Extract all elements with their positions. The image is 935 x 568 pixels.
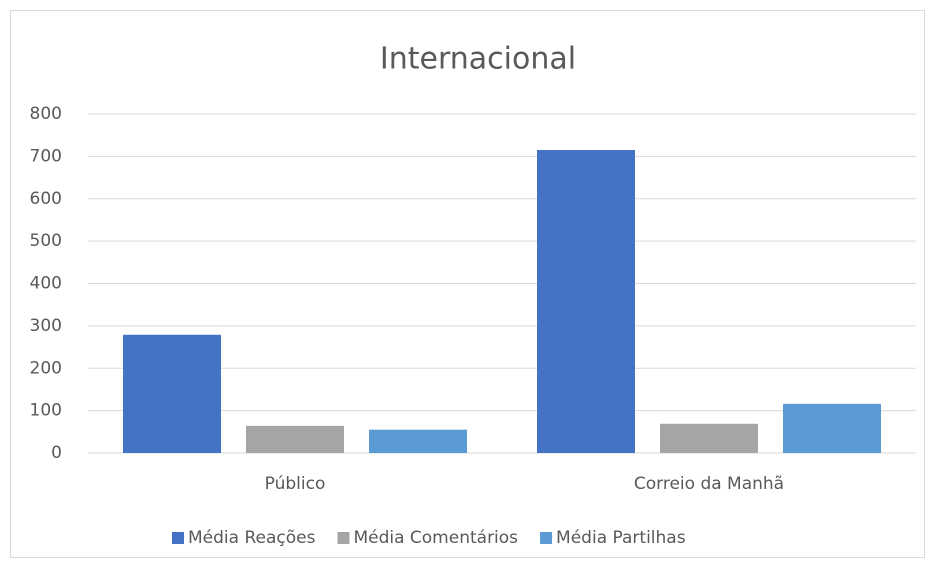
- bar: [123, 334, 221, 453]
- bar: [660, 423, 758, 453]
- legend-swatch: [172, 532, 184, 544]
- bar: [537, 150, 635, 454]
- bar: [369, 429, 467, 453]
- y-tick-label: 500: [30, 231, 62, 251]
- x-tick-label: Correio da Manhã: [634, 474, 784, 494]
- legend-swatch: [337, 532, 350, 544]
- y-tick-label: 200: [30, 358, 62, 378]
- legend-label: Média Comentários: [353, 528, 518, 548]
- y-tick-label: 100: [30, 401, 62, 421]
- y-tick-label: 300: [30, 316, 62, 336]
- y-tick-label: 700: [30, 146, 62, 166]
- y-tick-label: 0: [51, 443, 62, 463]
- y-tick-label: 800: [30, 104, 62, 124]
- bar: [246, 425, 344, 453]
- chart-title: Internacional: [380, 42, 576, 77]
- legend-label: Média Reações: [188, 528, 316, 548]
- bar: [783, 403, 881, 453]
- y-tick-label: 400: [30, 274, 62, 294]
- legend-swatch: [540, 532, 553, 544]
- x-tick-label: Público: [265, 474, 326, 494]
- y-tick-label: 600: [30, 189, 62, 209]
- legend-label: Média Partilhas: [556, 528, 686, 548]
